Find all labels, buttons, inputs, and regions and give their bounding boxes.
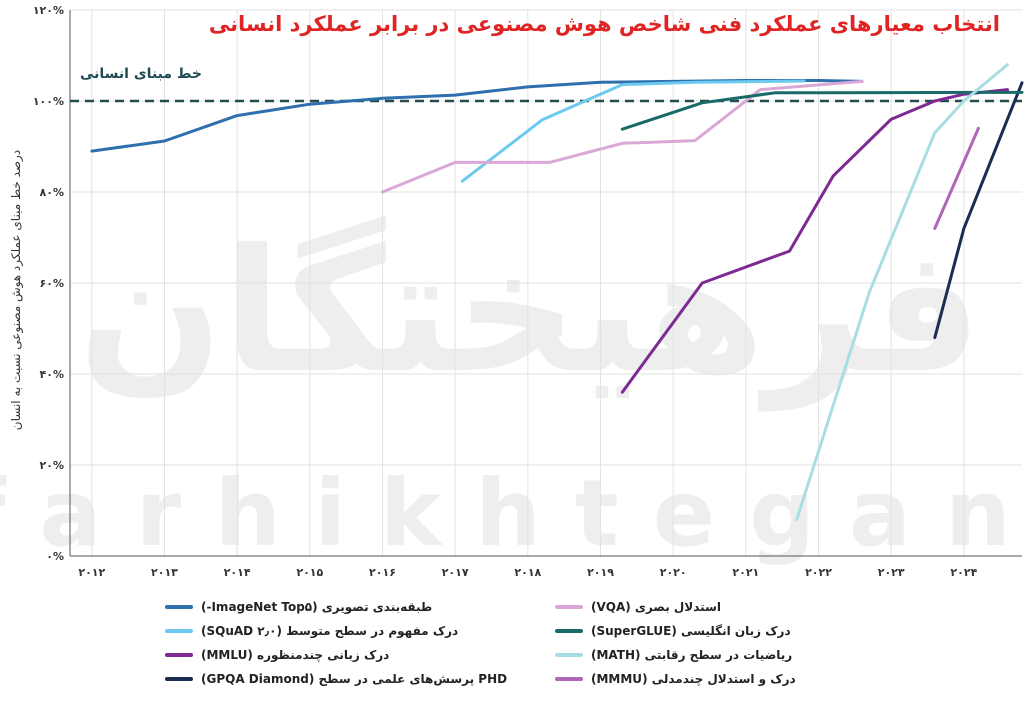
- legend-swatch: [555, 653, 583, 657]
- series-line-6: [795, 63, 1009, 522]
- x-tick-label: ۲۰۱۶: [369, 566, 396, 579]
- x-tick-label: ۲۰۱۹: [587, 566, 614, 579]
- legend-item-mmlu: درک زبانی چندمنظوره (MMLU): [165, 644, 389, 666]
- y-tick-label: ۸۰%: [40, 186, 64, 199]
- legend-item-superglue: درک زبان انگلیسی (SuperGLUE): [555, 620, 791, 642]
- series-line-5: [620, 90, 1024, 131]
- watermark-text-en: farhikhtegan: [0, 460, 1024, 567]
- legend-item-squad: درک مفهوم در سطح متوسط (SQuAD ۲٫۰): [165, 620, 458, 642]
- legend-swatch: [555, 605, 583, 609]
- y-tick-label: ۱۲۰%: [33, 4, 64, 17]
- y-axis-label: درصد خط مبنای عملکرد هوش مصنوعی نسبت به …: [9, 149, 23, 431]
- legend-label: درک زبانی چندمنظوره (MMLU): [201, 648, 390, 662]
- legend-item-imagenet: طبقه‌بندی تصویری (ImageNet Top۵-): [165, 596, 432, 618]
- x-tick-label: ۲۰۲۱: [732, 566, 759, 579]
- legend-swatch: [165, 677, 193, 681]
- legend-swatch: [555, 629, 583, 633]
- series-line-7: [933, 126, 980, 230]
- y-tick-label: ۱۰۰%: [33, 95, 64, 108]
- legend-label: درک و استدلال چندمدلی (MMMU): [591, 672, 796, 686]
- y-tick-label: ۲۰%: [40, 459, 64, 472]
- legend-label: ریاضیات در سطح رقابتی (MATH): [591, 648, 793, 662]
- legend-item-vqa: استدلال بصری (VQA): [555, 596, 721, 618]
- x-tick-label: ۲۰۱۴: [224, 566, 251, 579]
- x-tick-label: ۲۰۱۲: [78, 566, 105, 579]
- legend-item-mmmu: درک و استدلال چندمدلی (MMMU): [555, 668, 796, 690]
- legend-label: درک زبان انگلیسی (SuperGLUE): [591, 624, 791, 638]
- series-line-1: [460, 79, 806, 183]
- y-tick-label: ۴۰%: [40, 368, 64, 381]
- legend-item-math: ریاضیات در سطح رقابتی (MATH): [555, 644, 792, 666]
- x-tick-label: ۲۰۱۳: [151, 566, 178, 579]
- legend-item-gpqa: PHD پرسش‌های علمی در سطح (GPQA Diamond): [165, 668, 507, 690]
- series-lines: [90, 63, 1024, 522]
- watermark-text-fa: فرهیختگان: [78, 213, 982, 412]
- legend-swatch: [555, 677, 583, 681]
- legend-label: درک مفهوم در سطح متوسط (SQuAD ۲٫۰): [201, 624, 459, 638]
- x-tick-label: ۲۰۱۸: [514, 566, 541, 579]
- human-baseline-label: خط مبنای انسانی: [80, 66, 202, 82]
- series-line-4: [381, 79, 864, 194]
- legend: طبقه‌بندی تصویری (ImageNet Top۵-) درک مف…: [150, 596, 840, 696]
- x-tick-label: ۲۰۱۵: [296, 566, 323, 579]
- legend-label: استدلال بصری (VQA): [591, 600, 721, 614]
- x-tick-label: ۲۰۲۲: [805, 566, 832, 579]
- tick-labels: ۲۰۱۲ ۲۰۱۳ ۲۰۱۴ ۲۰۱۵ ۲۰۱۶ ۲۰۱۷ ۲۰۱۸ ۲۰۱۹ ۲۰۲۰ ۲۰۲۱…: [33, 4, 978, 579]
- y-tick-label: ۶۰%: [40, 277, 64, 290]
- x-tick-label: ۲۰۲۰: [660, 566, 687, 579]
- x-tick-label: ۲۰۲۳: [878, 566, 905, 579]
- chart-title: انتخاب معیارهای عملکرد فنی شاخص هوش مصنو…: [208, 12, 1000, 36]
- legend-swatch: [165, 653, 193, 657]
- x-tick-label: ۲۰۱۷: [442, 566, 469, 579]
- series-line-0: [90, 79, 864, 153]
- x-tick-label: ۲۰۲۴: [950, 566, 977, 579]
- legend-swatch: [165, 605, 193, 609]
- legend-label: PHD پرسش‌های علمی در سطح (GPQA Diamond): [201, 672, 508, 686]
- grid-lines: [70, 9, 1022, 557]
- legend-label: طبقه‌بندی تصویری (ImageNet Top۵-): [201, 600, 433, 614]
- y-tick-label: ۰%: [46, 550, 64, 563]
- legend-swatch: [165, 629, 193, 633]
- series-line-2: [620, 88, 1009, 394]
- watermark: فرهیختگان farhikhtegan: [0, 213, 1024, 567]
- series-line-3: [933, 81, 1024, 340]
